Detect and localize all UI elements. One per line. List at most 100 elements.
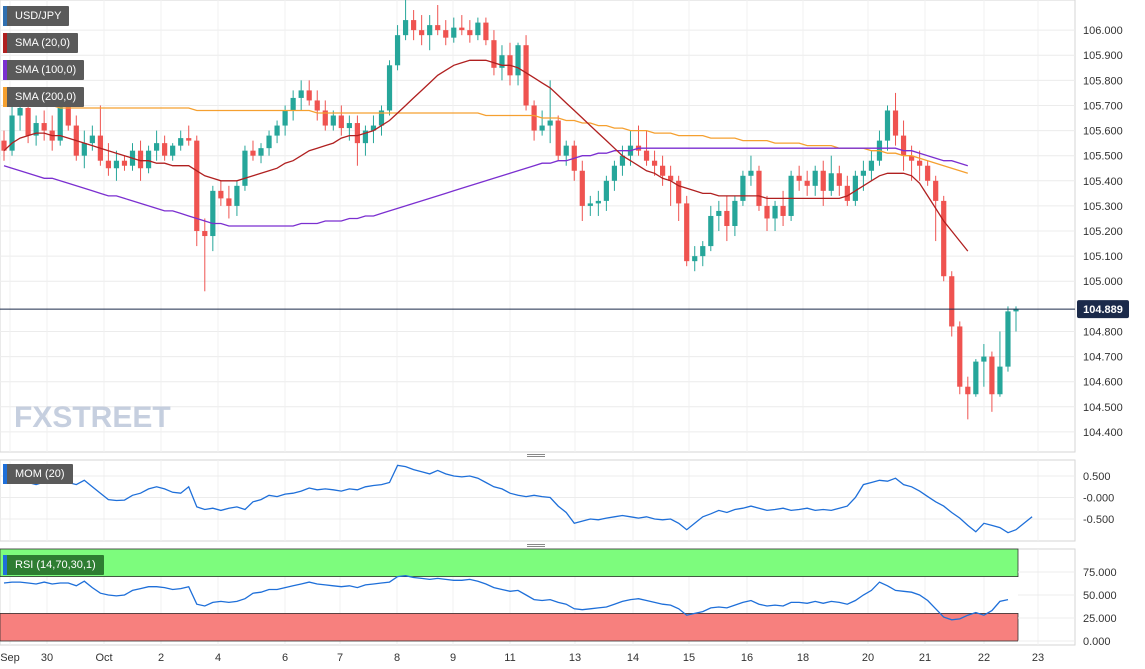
candle-body (65, 105, 71, 126)
candle-body (884, 110, 891, 141)
candle-body (619, 155, 626, 166)
candle-body (860, 170, 866, 176)
main-y-tick-label: 105.900 (1083, 50, 1123, 62)
candle-body (210, 190, 216, 237)
candle-body (186, 138, 192, 141)
candle-body (973, 361, 979, 395)
x-tick-label: 22 (978, 652, 990, 664)
candle-body (716, 210, 722, 216)
candle-body (483, 22, 489, 41)
x-tick-label: 14 (627, 652, 639, 664)
momentum-y-tick-label: -0.500 (1083, 514, 1114, 526)
candle-body (523, 45, 529, 106)
candle-body (651, 160, 658, 166)
candle-body (941, 200, 947, 277)
candle-body (764, 205, 770, 219)
main-y-tick-label: 105.700 (1083, 100, 1123, 112)
candle-body (386, 65, 393, 111)
main-y-tick-label: 104.600 (1083, 377, 1123, 389)
legend-sma100: SMA (100,0) (3, 60, 85, 80)
candle-body (57, 105, 63, 141)
x-tick-label: 4 (215, 652, 221, 664)
candle-body (419, 30, 425, 36)
candle-body (531, 105, 537, 131)
legend-momentum: MOM (20) (3, 464, 73, 484)
rsi-overbought-zone (0, 548, 1019, 578)
main-panel-frame (0, 0, 1076, 453)
candle-body (178, 138, 184, 146)
candle-body (989, 356, 995, 395)
candle-body (250, 150, 256, 156)
candle-body (788, 175, 794, 216)
candle-body (611, 165, 618, 181)
main-y-tick-label: 105.500 (1083, 151, 1123, 163)
x-tick-label: 20 (862, 652, 874, 664)
main-y-tick-label: 105.800 (1083, 75, 1123, 87)
candle-body (676, 180, 682, 204)
candle-body (949, 276, 955, 327)
main-y-tick-label: 105.200 (1083, 226, 1123, 238)
x-tick-label: 6 (282, 652, 288, 664)
main-y-tick-label: 104.400 (1083, 427, 1123, 439)
sma20-line (3, 59, 969, 252)
candle-body (154, 143, 160, 151)
candle-body (346, 123, 352, 129)
candle-body (660, 165, 666, 176)
x-tick-label: 15 (683, 652, 695, 664)
candle-body (218, 190, 224, 199)
candle-body (1013, 308, 1019, 312)
candle-body (1005, 311, 1011, 367)
candle-body (499, 55, 505, 68)
candle-body (595, 200, 601, 204)
candle-body (105, 160, 112, 169)
candle-body (41, 123, 47, 131)
candle-body (700, 246, 706, 257)
momentum-line (3, 464, 1033, 534)
candle-body (724, 210, 730, 226)
x-tick-label: 9 (450, 652, 456, 664)
candle-body (515, 45, 521, 76)
candle-body (708, 215, 714, 247)
main-y-tick-label: 105.000 (1083, 276, 1123, 288)
candle-body (89, 135, 95, 144)
legend-rsi: RSI (14,70,30,1) (3, 555, 104, 575)
x-tick-label: 7 (337, 652, 343, 664)
candle-body (242, 150, 248, 186)
x-tick-label: Sep (0, 652, 20, 664)
candle-body (362, 130, 369, 144)
candle-body (145, 150, 152, 169)
current-price-badge (1077, 300, 1129, 319)
candle-body (9, 115, 15, 151)
candle-body (354, 123, 360, 144)
momentum-panel-frame (0, 459, 1076, 542)
candle-body (338, 115, 344, 129)
candle-body (258, 148, 264, 156)
candle-body (451, 27, 457, 38)
candle-body (33, 123, 39, 136)
candle-body (852, 175, 858, 201)
x-tick-label: 8 (394, 652, 400, 664)
rsi-y-tick-label: 50.000 (1083, 590, 1117, 602)
main-y-tick-label: 104.700 (1083, 352, 1123, 364)
x-tick-label: 23 (1032, 652, 1044, 664)
candle-body (756, 170, 762, 206)
candle-body (917, 160, 923, 166)
candle-body (226, 198, 232, 206)
candle-body (370, 125, 377, 131)
candle-body (547, 120, 553, 126)
candle-body (443, 30, 449, 38)
candle-body (892, 110, 899, 136)
candle-body (121, 160, 128, 166)
candle-body (684, 203, 690, 262)
current-price-label: 104.889 (1083, 304, 1123, 316)
legend-symbol: USD/JPY (3, 6, 70, 26)
main-y-tick-label: 105.600 (1083, 126, 1123, 138)
candle-body (330, 115, 336, 126)
candle-body (194, 140, 200, 232)
x-tick-label: 16 (741, 652, 753, 664)
rsi-y-tick-label: 0.000 (1083, 636, 1111, 648)
main-y-tick-label: 105.400 (1083, 176, 1123, 188)
candle-body (587, 203, 593, 206)
main-y-tick-label: 105.100 (1083, 251, 1123, 263)
